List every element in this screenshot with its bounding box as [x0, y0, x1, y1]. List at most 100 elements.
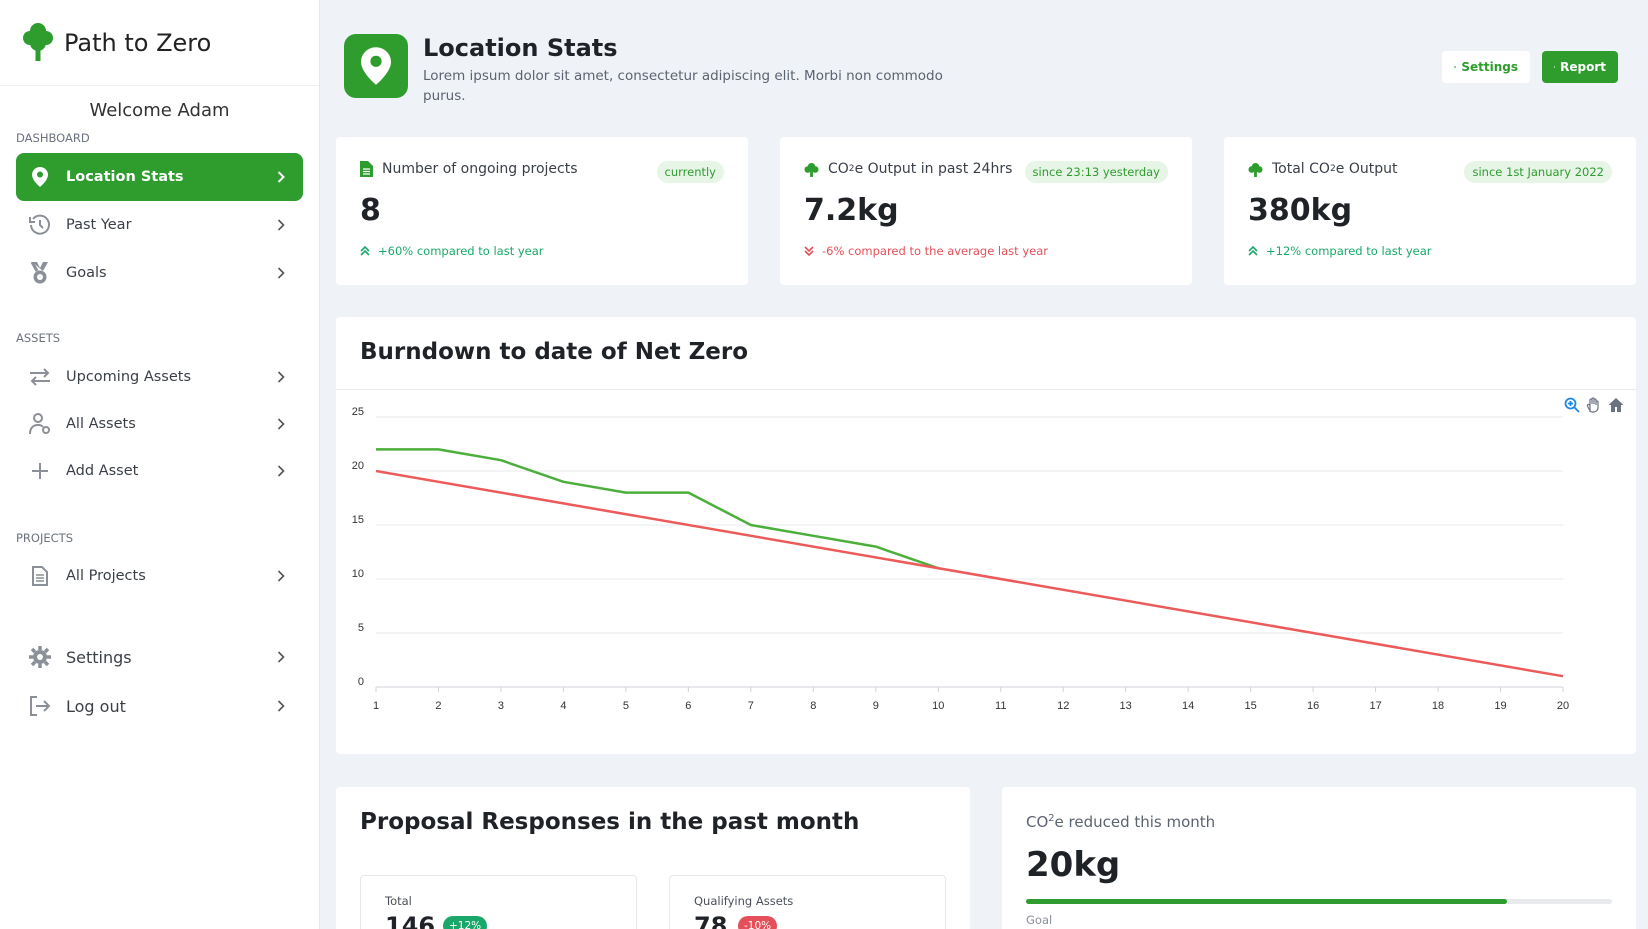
sidebar-item-label: Upcoming Assets	[66, 369, 192, 385]
stat-value: 380kg	[1248, 193, 1353, 228]
pan-hand-icon[interactable]	[1586, 397, 1602, 413]
stat-change: -6% compared to the average last year	[804, 244, 1048, 258]
x-tick-label: 9	[873, 700, 879, 712]
sidebar-item-label: Goals	[66, 265, 107, 281]
mini-value: 78	[694, 912, 728, 929]
change-badge: +12%	[443, 916, 488, 929]
sidebar-item-label: Add Asset	[66, 463, 139, 479]
sidebar-item-past-year[interactable]: Past Year	[16, 201, 303, 249]
brand[interactable]: Path to Zero	[0, 0, 319, 86]
chevron-right-icon	[277, 570, 285, 582]
x-tick-label: 6	[685, 700, 691, 712]
sidebar-item-settings[interactable]: Settings	[16, 633, 303, 681]
stat-change-text: +60% compared to last year	[378, 244, 544, 258]
sidebar-item-goals[interactable]: Goals	[16, 249, 303, 297]
mini-label: Qualifying Assets	[694, 894, 794, 908]
series-line-1	[375, 469, 1564, 678]
proposal-title: Proposal Responses in the past month	[360, 809, 860, 835]
chevron-right-icon	[277, 651, 285, 663]
sidebar-item-location-stats[interactable]: Location Stats	[16, 153, 303, 201]
x-tick-label: 20	[1557, 700, 1569, 712]
stat-card-projects: Number of ongoing projects currently 8 +…	[336, 137, 748, 285]
medal-icon	[28, 261, 52, 285]
page-title: Location Stats	[423, 34, 618, 62]
stat-title-text-rest: e Output in past 24hrs	[854, 161, 1013, 177]
y-tick-label: 20	[352, 460, 364, 472]
mini-value: 146	[385, 912, 436, 929]
stat-change-text: +12% compared to last year	[1266, 244, 1432, 258]
home-icon[interactable]	[1608, 397, 1624, 413]
stat-card-co2-24h: CO 2 e Output in past 24hrs since 23:13 ye…	[780, 137, 1192, 285]
reduce-label-text-rest: e reduced this month	[1054, 813, 1216, 831]
section-projects: PROJECTS	[16, 531, 73, 545]
x-tick-label: 19	[1494, 700, 1506, 712]
proposal-total-card: Total 146 +12%	[360, 875, 637, 929]
goal-label: Goal	[1026, 913, 1053, 927]
subscript-2: 2	[1048, 813, 1055, 824]
stat-title: Number of ongoing projects	[360, 161, 578, 177]
page-header: Location Stats Lorem ipsum dolor sit ame…	[344, 34, 1648, 104]
sidebar-item-all-assets[interactable]: All Assets	[16, 400, 303, 448]
plus-icon	[28, 459, 52, 483]
x-tick-label: 10	[932, 700, 944, 712]
reduce-value: 20kg	[1026, 845, 1121, 885]
y-tick-label: 15	[352, 514, 364, 526]
stat-change: +12% compared to last year	[1248, 244, 1432, 258]
x-tick-label: 12	[1057, 700, 1069, 712]
y-tick-label: 0	[358, 676, 364, 688]
section-assets: ASSETS	[16, 331, 61, 345]
report-button-label: Report	[1560, 60, 1606, 74]
stat-title-text: Total CO	[1272, 161, 1330, 177]
chevron-right-icon	[277, 700, 285, 712]
goal-progress-fill	[1026, 899, 1507, 904]
file-icon	[1554, 66, 1556, 68]
x-tick-label: 18	[1432, 700, 1444, 712]
sidebar-item-label: All Projects	[66, 568, 146, 584]
double-chevron-up-icon	[1248, 246, 1258, 256]
chevron-right-icon	[277, 171, 285, 183]
reduce-label-text: CO	[1026, 813, 1049, 831]
mini-label: Total	[385, 894, 412, 908]
double-chevron-down-icon	[804, 246, 814, 256]
zoom-icon[interactable]	[1564, 397, 1580, 413]
x-tick-label: 15	[1245, 700, 1257, 712]
sidebar-item-label: Log out	[66, 696, 126, 716]
stat-card-co2-total: Total CO 2 e Output since 1st January 2022…	[1224, 137, 1636, 285]
stat-value: 8	[360, 193, 381, 228]
y-tick-label: 5	[358, 622, 364, 634]
sidebar-item-upcoming-assets[interactable]: Upcoming Assets	[16, 353, 303, 401]
burndown-chart-card: Burndown to date of Net Zero 0 5 10 15 20 25 1…	[336, 317, 1636, 754]
settings-button[interactable]: Settings	[1442, 51, 1530, 83]
proposal-qualifying-card: Qualifying Assets 78 -10%	[669, 875, 946, 929]
y-tick-label: 25	[352, 406, 364, 418]
sidebar-item-all-projects[interactable]: All Projects	[16, 552, 303, 600]
sidebar-item-label: Past Year	[66, 217, 132, 233]
stat-value: 7.2kg	[804, 193, 899, 228]
co2-reduced-card: CO2e reduced this month 20kg Goal	[1002, 787, 1636, 929]
divider	[336, 389, 1636, 390]
swap-icon	[28, 365, 52, 389]
tree-icon	[1248, 162, 1263, 177]
status-badge: since 23:13 yesterday	[1024, 161, 1168, 183]
subscript-2: 2	[1329, 164, 1336, 174]
map-pin-icon	[28, 165, 52, 189]
sidebar-item-logout[interactable]: Log out	[16, 682, 303, 730]
x-tick-label: 3	[498, 700, 504, 712]
sidebar: Path to Zero Welcome Adam DASHBOARD ASSE…	[0, 0, 320, 929]
report-button[interactable]: Report	[1542, 51, 1618, 83]
sidebar-item-add-asset[interactable]: Add Asset	[16, 447, 303, 495]
x-tick-label: 14	[1182, 700, 1194, 712]
x-tick-label: 7	[748, 700, 754, 712]
chart-toolbar	[1564, 397, 1624, 413]
double-chevron-up-icon	[360, 246, 370, 256]
x-tick-label: 11	[995, 700, 1006, 712]
chevron-right-icon	[277, 267, 285, 279]
status-badge: since 1st January 2022	[1464, 161, 1612, 183]
chevron-right-icon	[277, 465, 285, 477]
chevron-right-icon	[277, 371, 285, 383]
document-icon	[28, 564, 52, 588]
stat-title-text-rest: e Output	[1335, 161, 1398, 177]
brand-name: Path to Zero	[64, 28, 212, 57]
x-tick-label: 13	[1120, 700, 1132, 712]
